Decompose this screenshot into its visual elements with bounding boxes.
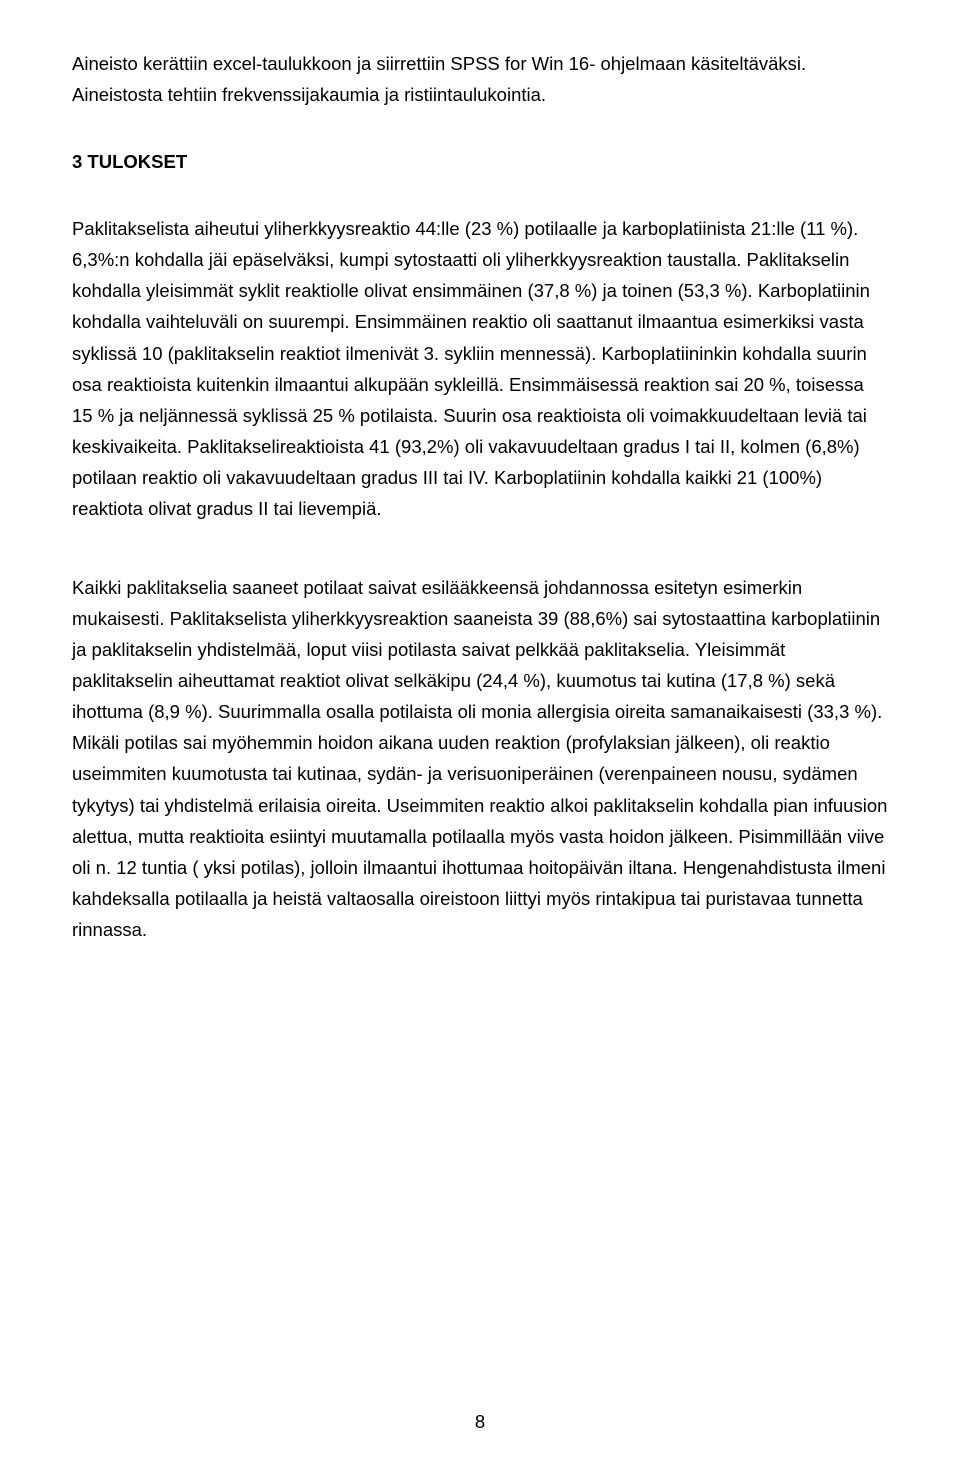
paragraph-intro: Aineisto kerättiin excel-taulukkoon ja s… <box>72 48 888 110</box>
document-page: Aineisto kerättiin excel-taulukkoon ja s… <box>0 0 960 1461</box>
paragraph-results-2: Kaikki paklitakselia saaneet potilaat sa… <box>72 572 888 945</box>
page-number: 8 <box>0 1406 960 1437</box>
paragraph-results-1: Paklitakselista aiheutui yliherkkyysreak… <box>72 213 888 524</box>
section-heading: 3 TULOKSET <box>72 146 888 177</box>
